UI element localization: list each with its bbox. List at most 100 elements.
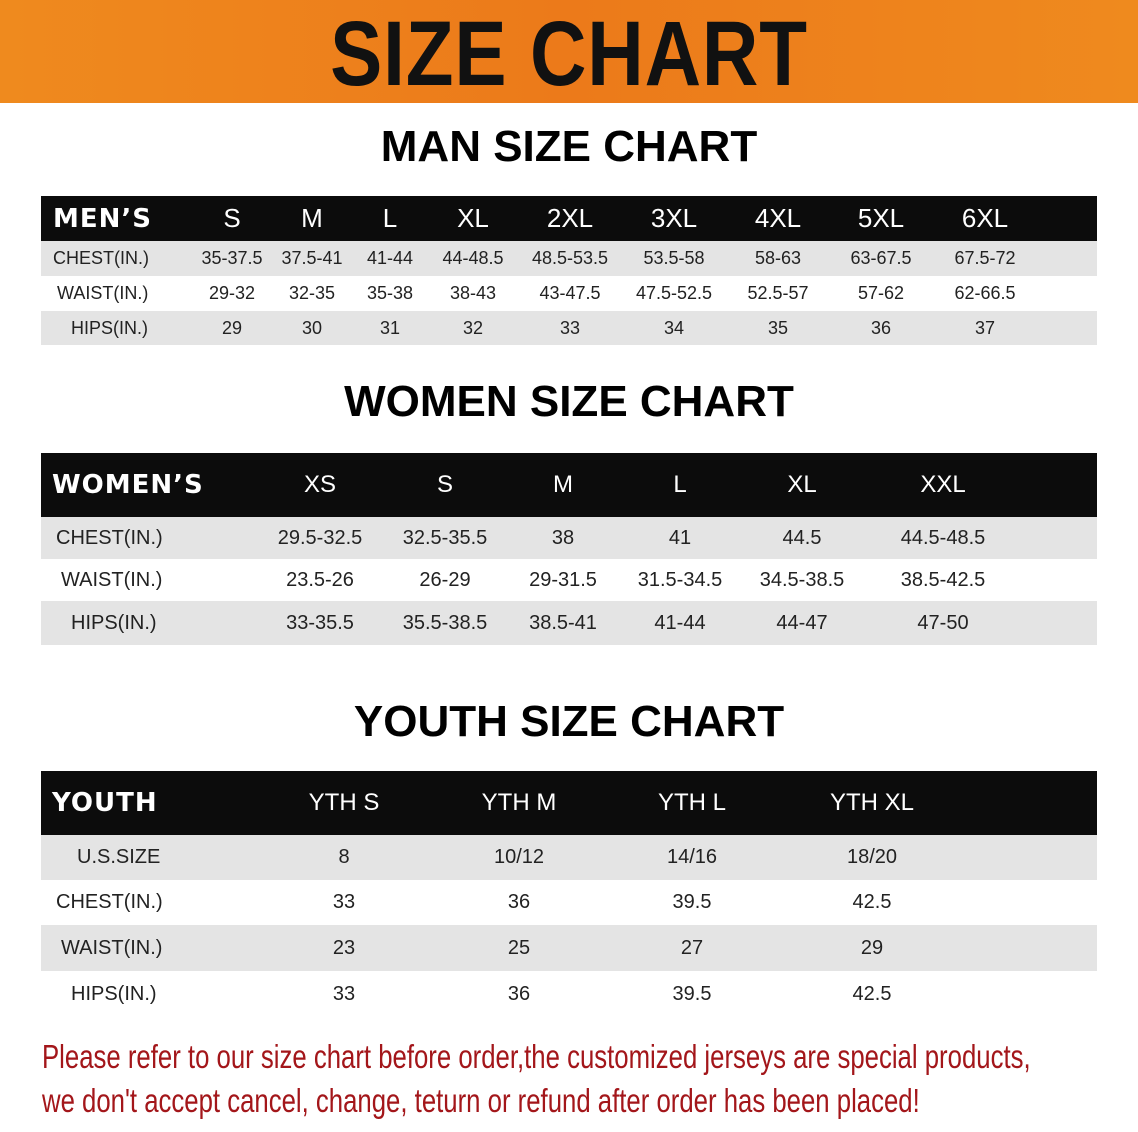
- table-cell: 36: [507, 982, 531, 1005]
- measurement-label: WAIST(IN.): [57, 283, 149, 303]
- table-header-row: YOUTH YTH S YTH M YTH L YTH XL: [41, 771, 1097, 835]
- table-cell: 35: [767, 317, 789, 338]
- table-cell: 43-47.5: [539, 283, 601, 303]
- size-header-cell: M: [301, 203, 323, 233]
- size-header-cell: XL: [457, 203, 489, 233]
- size-header-cell: 4XL: [754, 203, 802, 233]
- table-cell: 14/16: [666, 846, 718, 868]
- table-cell: 38.5-42.5: [900, 568, 986, 591]
- table-cell: 41-44: [366, 248, 414, 268]
- table-cell: 29: [221, 317, 243, 338]
- size-header-cell: XL: [787, 471, 817, 498]
- table-cell: 30: [301, 317, 323, 338]
- table-cell: 35-38: [366, 283, 414, 303]
- table-cell: 57-62: [857, 283, 905, 303]
- table-cell: 32: [462, 317, 484, 338]
- table-cell: 37: [974, 317, 996, 338]
- table-cell: 34: [663, 317, 685, 338]
- table-cell: 8: [338, 846, 350, 868]
- table-cell: 44-47: [776, 611, 828, 634]
- table-cell: 31.5-34.5: [637, 568, 723, 591]
- table-cell: 44-48.5: [442, 248, 504, 268]
- table-cell: 38: [551, 526, 575, 549]
- size-header-cell: L: [382, 203, 398, 233]
- measurement-label: HIPS(IN.): [71, 611, 157, 634]
- table-cell: 29-32: [208, 283, 256, 303]
- table-cell: 33-35.5: [286, 611, 354, 634]
- table-cell: 37.5-41: [281, 248, 343, 268]
- table-cell: 34.5-38.5: [759, 568, 845, 591]
- table-cell: 35.5-38.5: [402, 611, 488, 634]
- table-row: HIPS(IN.) 33 36 39.5 42.5: [41, 971, 1097, 1017]
- table-cell: 36: [507, 891, 531, 913]
- table-cell: 33: [332, 891, 356, 913]
- table-cell: 29: [860, 936, 884, 959]
- size-header-cell: S: [436, 471, 454, 498]
- size-header-cell: 6XL: [961, 203, 1009, 233]
- table-cell: 39.5: [672, 982, 712, 1005]
- table-cell: 41-44: [654, 611, 706, 634]
- table-cell: 31: [379, 317, 401, 338]
- youth-section-title: YOUTH SIZE CHART: [353, 697, 785, 746]
- table-cell: 29-31.5: [529, 568, 597, 591]
- table-row: CHEST(IN.) 29.5-32.5 32.5-35.5 38 41 44.5 44.5…: [41, 517, 1097, 559]
- table-cell: 62-66.5: [954, 283, 1016, 303]
- table-cell: 67.5-72: [954, 248, 1016, 268]
- table-cell: 39.5: [672, 891, 712, 913]
- table-cell: 32-35: [288, 283, 336, 303]
- table-cell: 33: [559, 317, 581, 338]
- table-cell: 52.5-57: [747, 283, 809, 303]
- men-section-title: MAN SIZE CHART: [380, 122, 758, 171]
- table-row: WAIST(IN.) 29-32 32-35 35-38 38-43 43-47.5 47.…: [41, 276, 1097, 311]
- measurement-label: HIPS(IN.): [71, 317, 149, 338]
- table-title-cell: MEN’S: [53, 203, 152, 234]
- size-header-cell: 5XL: [857, 203, 905, 233]
- men-size-table: MEN’S S M L XL 2XL 3XL 4XL 5XL 6XL CHEST(IN.) 35-37…: [41, 196, 1097, 345]
- table-cell: 29.5-32.5: [277, 526, 363, 549]
- size-header-cell: XS: [303, 471, 337, 498]
- table-row: WAIST(IN.) 23.5-26 26-29 29-31.5 31.5-34.5 34…: [41, 559, 1097, 601]
- table-cell: 26-29: [419, 568, 471, 591]
- size-header-cell: L: [673, 471, 687, 498]
- size-header-cell: YTH L: [657, 789, 727, 816]
- size-header-cell: YTH XL: [829, 789, 915, 816]
- size-header-cell: S: [223, 203, 241, 233]
- table-row: HIPS(IN.) 29 30 31 32 33 34 35 36 37: [41, 311, 1097, 345]
- size-header-cell: XXL: [920, 471, 966, 498]
- table-cell: 38-43: [449, 283, 497, 303]
- youth-size-table: YOUTH YTH S YTH M YTH L YTH XL U.S.SIZE 8 10/12…: [41, 771, 1097, 1017]
- table-cell: 63-67.5: [850, 248, 912, 268]
- table-cell: 18/20: [846, 846, 898, 868]
- table-header-row: WOMEN’S XS S M L XL XXL: [41, 453, 1097, 517]
- table-cell: 38.5-41: [529, 611, 597, 634]
- measurement-label: WAIST(IN.): [61, 936, 163, 959]
- measurement-label: HIPS(IN.): [71, 982, 157, 1005]
- table-cell: 33: [332, 982, 356, 1005]
- measurement-label: WAIST(IN.): [61, 568, 163, 591]
- table-row: U.S.SIZE 8 10/12 14/16 18/20: [41, 835, 1097, 880]
- table-cell: 47-50: [917, 611, 969, 634]
- women-size-table: WOMEN’S XS S M L XL XXL CHEST(IN.) 29.5-32.5 32.5…: [41, 453, 1097, 645]
- table-cell: 44.5-48.5: [900, 526, 986, 549]
- table-row: CHEST(IN.) 35-37.5 37.5-41 41-44 44-48.5 48.5…: [41, 241, 1097, 276]
- size-header-cell: 3XL: [650, 203, 698, 233]
- table-row: WAIST(IN.) 23 25 27 29: [41, 925, 1097, 971]
- table-cell: 42.5: [852, 982, 892, 1005]
- table-row: CHEST(IN.) 33 36 39.5 42.5: [41, 880, 1097, 925]
- banner-title: SIZE CHART: [330, 3, 808, 105]
- table-cell: 58-63: [754, 248, 802, 268]
- table-cell: 48.5-53.5: [531, 248, 609, 268]
- notice-line-1: Please refer to our size chart before or…: [42, 1038, 1031, 1075]
- table-cell: 41: [668, 526, 692, 549]
- table-cell: 42.5: [852, 891, 892, 913]
- table-cell: 23.5-26: [286, 568, 354, 591]
- size-header-cell: YTH M: [481, 789, 557, 816]
- table-cell: 47.5-52.5: [635, 283, 713, 303]
- measurement-label: CHEST(IN.): [56, 526, 163, 549]
- size-header-cell: 2XL: [546, 203, 594, 233]
- table-cell: 23: [332, 936, 356, 959]
- table-cell: 44.5: [782, 526, 822, 549]
- table-cell: 36: [870, 317, 892, 338]
- table-title-cell: YOUTH: [52, 788, 158, 818]
- table-title-cell: WOMEN’S: [52, 470, 204, 500]
